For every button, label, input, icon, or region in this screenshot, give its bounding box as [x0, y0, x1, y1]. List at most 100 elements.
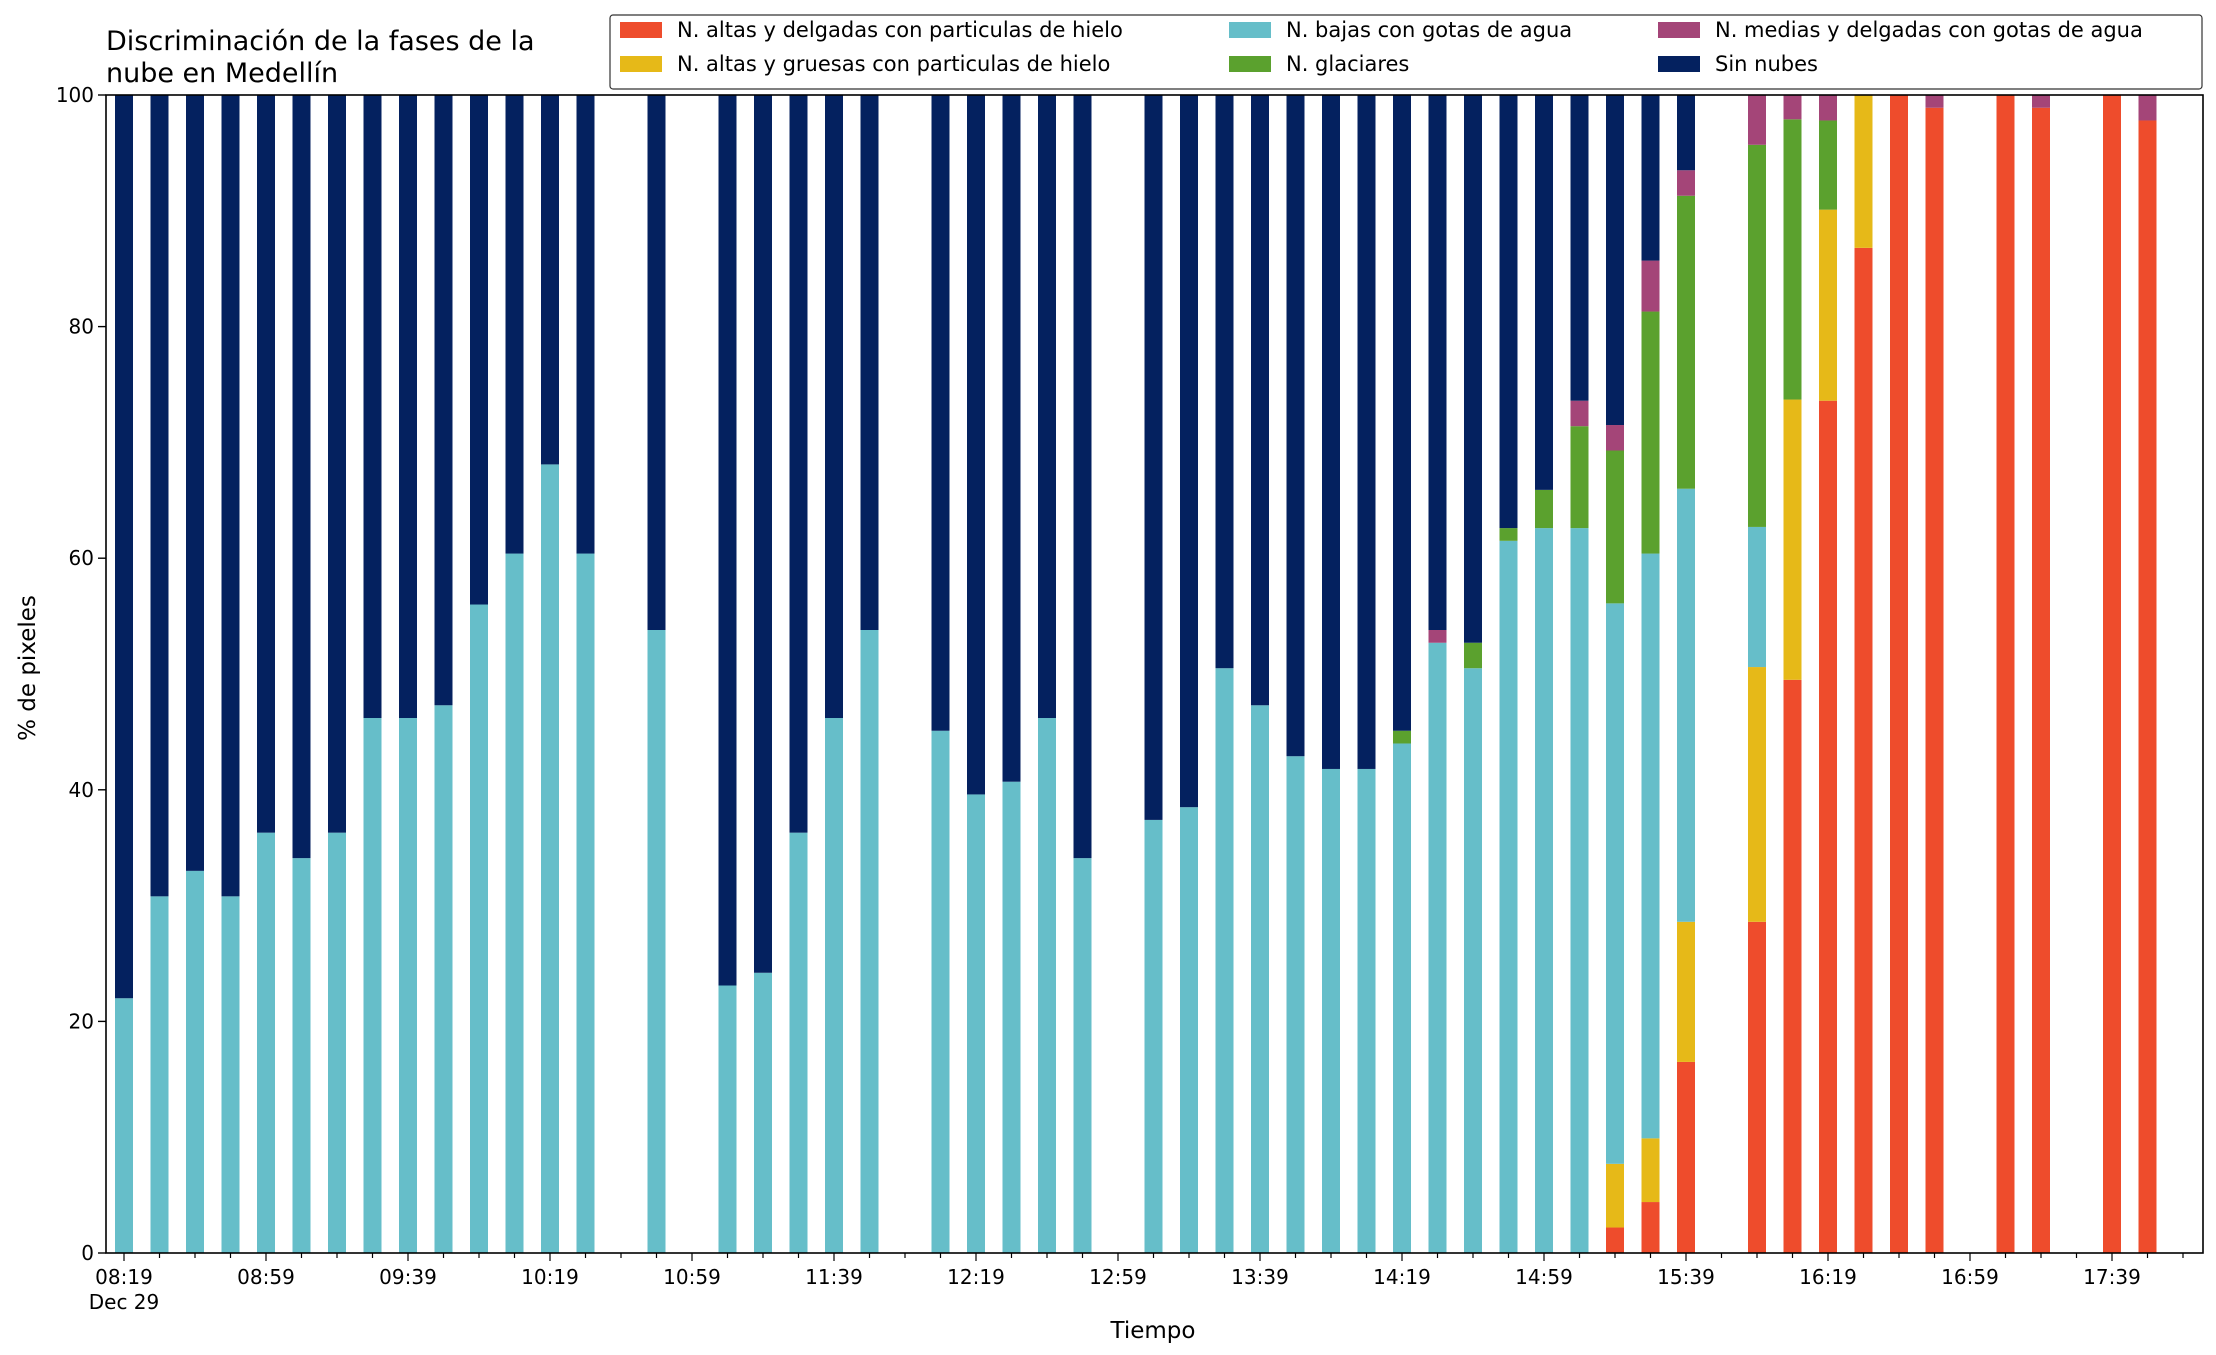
- bar-segment-bajas: [967, 794, 985, 1253]
- bar-segment-medias: [1783, 95, 1802, 120]
- bar-segment-bajas: [1677, 488, 1695, 922]
- bar-segment-altas_gruesas: [1677, 921, 1695, 1062]
- bar-segment-glaciares: [1748, 144, 1766, 527]
- bar-segment-sin_nubes: [967, 95, 985, 795]
- bar-segment-sin_nubes: [1215, 95, 1234, 669]
- x-tick-label: 15:39: [1657, 1265, 1715, 1289]
- x-tick-label: 12:59: [1089, 1265, 1147, 1289]
- y-axis-label: % de pixeles: [15, 595, 41, 741]
- bar-segment-medias: [2138, 95, 2157, 121]
- bar-segment-bajas: [1073, 858, 1092, 1253]
- bar-segment-bajas: [541, 464, 559, 1254]
- bar-segment-sin_nubes: [1464, 95, 1482, 643]
- bar-segment-sin_nubes: [1606, 95, 1624, 426]
- legend-swatch: [1229, 56, 1271, 72]
- bar-segment-bajas: [1286, 756, 1305, 1253]
- bar-segment-bajas: [576, 553, 595, 1253]
- bar-segment-glaciares: [1819, 120, 1837, 210]
- bar-segment-sin_nubes: [1641, 95, 1660, 261]
- bar-segment-bajas: [505, 553, 524, 1253]
- bar-segment-medias: [1819, 95, 1837, 121]
- bar-segment-sin_nubes: [1570, 95, 1589, 401]
- bar-segment-bajas: [1357, 768, 1376, 1253]
- bar-segment-sin_nubes: [150, 95, 169, 897]
- bar-segment-sin_nubes: [1357, 95, 1376, 769]
- legend-item: N. bajas con gotas de agua: [1229, 18, 1572, 42]
- bar-segment-glaciares: [1464, 642, 1482, 669]
- bar-segment-bajas: [257, 832, 275, 1253]
- bar-segment-bajas: [860, 629, 879, 1253]
- bar-segment-bajas: [1464, 668, 1482, 1253]
- legend-swatch: [620, 22, 662, 38]
- bar-segment-sin_nubes: [1677, 95, 1695, 171]
- bar-segment-altas_delgadas: [1854, 247, 1873, 1253]
- bar-segment-sin_nubes: [1393, 95, 1411, 731]
- bar-segment-altas_delgadas: [2138, 120, 2157, 1254]
- bar-segment-glaciares: [1499, 528, 1518, 541]
- bar-segment-glaciares: [1783, 119, 1802, 400]
- chart-title: Discriminación de la fases de la nube en …: [106, 26, 535, 89]
- bar-segment-sin_nubes: [541, 95, 559, 465]
- legend-item: N. altas y delgadas con particulas de hi…: [620, 18, 1123, 42]
- bar-segment-bajas: [789, 832, 808, 1253]
- bar-segment-medias: [2032, 95, 2050, 108]
- bar-segment-altas_delgadas: [1819, 400, 1837, 1253]
- y-tick-label: 0: [81, 1241, 94, 1265]
- bar-segment-bajas: [1322, 768, 1340, 1253]
- legend-swatch: [1658, 56, 1700, 72]
- bar-segment-medias: [1677, 170, 1695, 196]
- y-tick-label: 40: [69, 778, 94, 802]
- legend-label: N. altas y gruesas con particulas de hie…: [677, 52, 1110, 76]
- legend-item: N. medias y delgadas con gotas de agua: [1658, 18, 2143, 42]
- bar-segment-sin_nubes: [754, 95, 772, 973]
- bar-segment-altas_gruesas: [1819, 209, 1837, 401]
- chart-title-line: Discriminación de la fases de la: [106, 26, 535, 57]
- x-tick-label: 08:59: [237, 1265, 295, 1289]
- bar-segment-bajas: [1144, 819, 1163, 1253]
- bar-segment-sin_nubes: [789, 95, 808, 833]
- bar-segment-sin_nubes: [1428, 95, 1447, 630]
- bar-segment-bajas: [754, 972, 772, 1253]
- bar-segment-altas_delgadas: [1783, 679, 1802, 1253]
- bar-segment-sin_nubes: [825, 95, 843, 719]
- legend-item: N. glaciares: [1229, 52, 1409, 76]
- bar-segment-bajas: [328, 832, 346, 1253]
- bar-segment-glaciares: [1570, 426, 1589, 529]
- legend-swatch: [1658, 22, 1700, 38]
- bar-segment-sin_nubes: [718, 95, 737, 986]
- legend-item: N. altas y gruesas con particulas de hie…: [620, 52, 1110, 76]
- bar-segment-bajas: [931, 730, 950, 1253]
- bar-segment-sin_nubes: [221, 95, 240, 897]
- x-tick-label: 16:59: [1941, 1265, 1999, 1289]
- bar-segment-sin_nubes: [186, 95, 204, 871]
- bar-segment-bajas: [150, 896, 169, 1253]
- bar-segment-bajas: [647, 629, 666, 1253]
- legend-label: N. medias y delgadas con gotas de agua: [1715, 18, 2143, 42]
- bar-segment-bajas: [221, 896, 240, 1253]
- bar-segment-sin_nubes: [1251, 95, 1269, 706]
- bar-segment-altas_delgadas: [1890, 95, 1908, 1253]
- bar-segment-sin_nubes: [1038, 95, 1056, 719]
- legend-swatch: [620, 56, 662, 72]
- bar-segment-bajas: [1038, 718, 1056, 1253]
- x-tick-sublabel: Dec 29: [89, 1290, 160, 1314]
- bar-segment-bajas: [1428, 642, 1447, 1253]
- bar-segment-bajas: [1570, 528, 1589, 1253]
- legend-swatch: [1229, 22, 1271, 38]
- bar-segment-altas_gruesas: [1854, 95, 1873, 248]
- bar-segment-glaciares: [1393, 730, 1411, 744]
- bar-segment-bajas: [1215, 668, 1234, 1253]
- plot-frame: [105, 94, 2204, 1254]
- bar-segment-altas_delgadas: [1996, 95, 2015, 1253]
- legend-label: Sin nubes: [1715, 52, 1818, 76]
- bar-segment-bajas: [186, 870, 204, 1253]
- x-tick-label: 09:39: [379, 1265, 437, 1289]
- x-tick-label: 08:19: [95, 1265, 153, 1289]
- legend-label: N. glaciares: [1286, 52, 1409, 76]
- bar-segment-glaciares: [1677, 195, 1695, 489]
- x-tick-label: 13:39: [1231, 1265, 1289, 1289]
- bar-segment-bajas: [825, 718, 843, 1253]
- bar-segment-glaciares: [1606, 450, 1624, 604]
